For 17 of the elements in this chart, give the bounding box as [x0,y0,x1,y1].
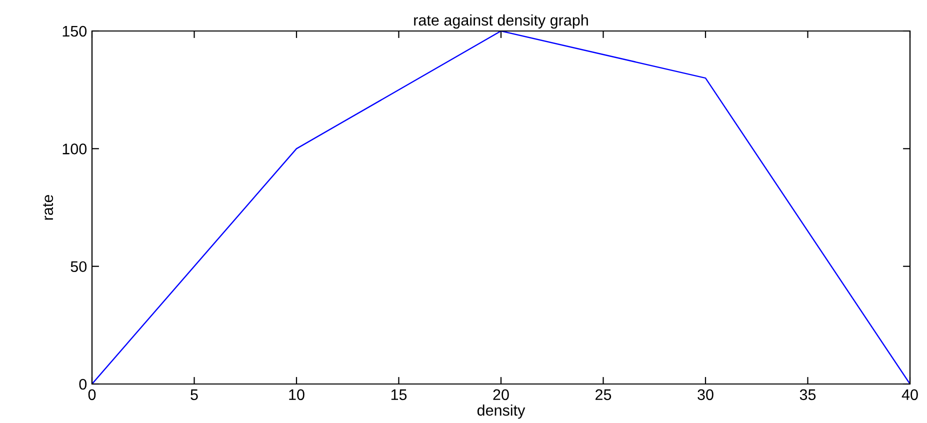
x-axis-title: density [477,404,526,419]
x-tick-label: 35 [800,389,816,400]
x-tick-label: 25 [596,389,612,400]
x-tick-label: 20 [493,389,509,400]
y-axis-title: rate [43,195,54,220]
x-tick-label: 10 [289,389,304,400]
x-tick-label: 30 [698,389,714,400]
y-tick-label: 50 [70,261,87,272]
y-tick-label: 0 [79,378,87,390]
y-tick-label: 100 [62,144,87,154]
x-tick-label: 0 [88,389,96,400]
line-series [92,31,910,384]
chart-title: rate against density graph [414,14,588,29]
x-tick-label: 5 [190,389,198,400]
x-tick-label: 15 [391,389,407,400]
y-tick-label: 150 [62,26,87,37]
x-tick-label: 40 [902,389,918,400]
